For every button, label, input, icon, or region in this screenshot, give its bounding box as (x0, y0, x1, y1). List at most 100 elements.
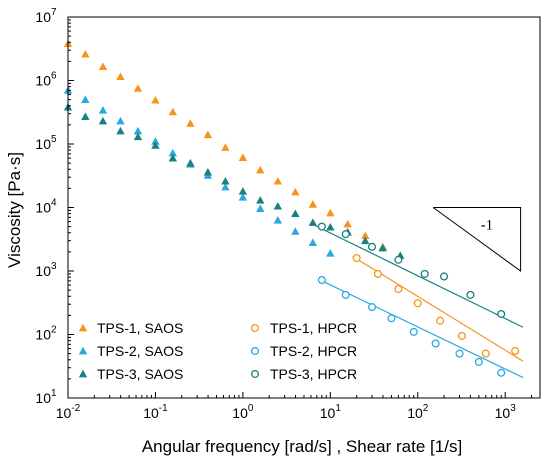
x-tick-label: 103 (495, 403, 517, 421)
data-point (151, 141, 160, 149)
data-point (317, 276, 326, 285)
data-point (98, 62, 108, 71)
data-point (373, 269, 382, 278)
legend-label: TPS-1, SAOS (97, 320, 183, 336)
y-tick-base: 10 (35, 136, 51, 152)
x-tick-label: 102 (407, 403, 429, 421)
data-point (343, 219, 352, 228)
data-point (168, 153, 178, 162)
data-point (394, 255, 403, 264)
legend-marker (250, 346, 260, 356)
data-point (367, 303, 377, 312)
data-point (308, 200, 318, 208)
data-point (151, 137, 160, 145)
data-point (457, 331, 466, 340)
data-point (474, 357, 483, 366)
legend-marker (250, 323, 260, 333)
data-point (291, 209, 300, 218)
data-point (256, 165, 265, 174)
data-point (186, 119, 195, 127)
data-point (326, 249, 335, 257)
legend-label: TPS-2, SAOS (97, 343, 183, 359)
data-point (81, 95, 90, 103)
y-tick-exponent: 2 (51, 325, 57, 336)
data-point (116, 116, 125, 125)
x-tick-base: 10 (143, 405, 159, 421)
axes: 10-2 10-1 100 101 102 10310110210310410510610… (35, 7, 541, 421)
data-point (466, 290, 475, 299)
x-tick-label: 10-1 (143, 403, 168, 421)
y-tick-base: 10 (35, 73, 51, 89)
y-tick-label: 103 (35, 261, 57, 279)
x-tick-exponent: 1 (335, 403, 341, 414)
data-point (436, 316, 445, 325)
data-point (168, 107, 178, 116)
data-point (98, 106, 108, 114)
slope-label: -1 (481, 218, 494, 234)
data-point (317, 222, 326, 231)
x-tick-base: 10 (56, 405, 72, 421)
fit-line (310, 222, 524, 328)
legend-marker (250, 369, 260, 379)
data-point (378, 243, 387, 252)
x-tick-label: 10-2 (56, 403, 81, 421)
data-point (81, 112, 90, 120)
data-point (413, 299, 422, 308)
y-tick-exponent: 6 (51, 71, 57, 82)
data-point (273, 201, 283, 210)
data-point (238, 193, 248, 201)
data-point (221, 176, 230, 185)
data-point (341, 230, 350, 239)
data-point (308, 218, 318, 226)
data-point (291, 187, 300, 196)
data-point (367, 242, 377, 251)
data-point (291, 227, 300, 235)
data-point (151, 95, 160, 104)
data-point (497, 309, 506, 319)
x-tick-exponent: 2 (423, 403, 429, 414)
legend-label: TPS-3, SAOS (97, 366, 183, 382)
data-point (221, 182, 230, 191)
y-tick-base: 10 (35, 327, 51, 343)
data-point (361, 236, 370, 245)
data-point (238, 187, 248, 195)
x-tick-label: 100 (232, 403, 254, 421)
data-point (361, 231, 370, 240)
data-point (341, 290, 350, 299)
y-axis-title: Viscosity [Pa·s] (5, 152, 24, 268)
data-point (116, 72, 125, 81)
x-tick-exponent: 0 (248, 403, 254, 414)
data-point (116, 126, 125, 135)
data-point (455, 349, 464, 358)
data-point (273, 216, 283, 224)
y-tick-label: 101 (35, 388, 57, 406)
legend: TPS-1, SAOS TPS-2, SAOS TPS-3, SAOS TPS-1, … (78, 320, 357, 382)
y-tick-exponent: 1 (51, 388, 57, 399)
data-point (326, 208, 335, 217)
data-point (168, 148, 178, 157)
slope-annotation: -1 (432, 207, 522, 272)
y-tick-base: 10 (35, 263, 51, 279)
y-tick-label: 107 (35, 7, 57, 25)
data-point (440, 272, 449, 281)
y-tick-exponent: 5 (51, 134, 57, 145)
y-tick-label: 106 (35, 71, 57, 89)
y-tick-label: 104 (35, 198, 57, 216)
x-tick-base: 10 (495, 405, 511, 421)
data-point (497, 368, 506, 377)
legend-label: TPS-3, HPCR (270, 366, 357, 382)
data-point (308, 238, 318, 246)
legend-marker (78, 346, 88, 355)
data-point (203, 167, 213, 176)
data-point (81, 49, 90, 58)
y-tick-base: 10 (35, 200, 51, 216)
x-tick-exponent: -2 (71, 403, 80, 414)
y-tick-label: 105 (35, 134, 57, 152)
x-tick-exponent: -1 (159, 403, 168, 414)
data-point (133, 84, 143, 92)
data-point (221, 143, 230, 151)
data-point (352, 253, 361, 263)
legend-label: TPS-2, HPCR (270, 343, 357, 359)
y-tick-base: 10 (35, 390, 51, 406)
